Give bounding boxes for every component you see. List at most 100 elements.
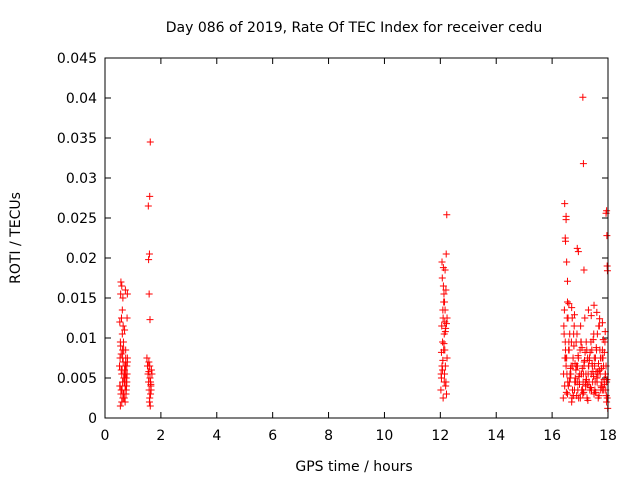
plot-frame [104, 57, 609, 419]
data-point [564, 382, 572, 390]
data-point [443, 211, 451, 219]
data-point [441, 306, 449, 314]
data-point [562, 216, 570, 224]
data-point [147, 390, 155, 398]
data-point [442, 250, 450, 258]
data-point [145, 398, 153, 406]
data-point [119, 394, 127, 402]
data-point [121, 374, 129, 382]
data-point [439, 356, 447, 364]
data-point [440, 340, 448, 348]
data-point [117, 350, 125, 358]
y-tick-label: 0.02 [66, 251, 97, 267]
data-point [439, 282, 447, 290]
data-point [580, 266, 588, 274]
data-point [441, 362, 449, 370]
data-point [590, 390, 598, 398]
data-point [116, 382, 124, 390]
data-point [584, 306, 592, 314]
data-point [584, 370, 592, 378]
data-point [565, 300, 573, 308]
data-point [561, 338, 569, 346]
y-tick-label: 0.04 [66, 91, 97, 107]
data-point [573, 330, 581, 338]
x-tick-label: 6 [268, 428, 277, 444]
data-point [118, 386, 126, 394]
data-point [568, 304, 576, 312]
data-point [116, 402, 124, 410]
data-point [123, 358, 131, 366]
data-point [563, 258, 571, 266]
data-point [576, 394, 584, 402]
data-point [118, 306, 126, 314]
y-tick-label: 0.015 [57, 291, 97, 307]
data-point [572, 378, 580, 386]
data-point [570, 311, 578, 319]
data-point [598, 319, 606, 327]
data-point [439, 394, 447, 402]
data-point [578, 344, 586, 352]
data-point [577, 338, 585, 346]
y-tick-label: 0.005 [57, 371, 97, 387]
data-point [600, 348, 608, 356]
data-point [438, 322, 446, 330]
data-point [145, 368, 153, 376]
x-tick-label: 2 [156, 428, 165, 444]
data-point [590, 301, 598, 309]
data-point [574, 354, 582, 362]
data-point [569, 392, 577, 400]
x-tick-label: 0 [101, 428, 110, 444]
data-point [588, 362, 596, 370]
data-point [118, 330, 126, 338]
y-tick-label: 0.03 [66, 171, 97, 187]
data-point [563, 277, 571, 285]
data-point [593, 308, 601, 316]
data-point [602, 392, 610, 400]
data-point [119, 346, 127, 354]
data-point [119, 322, 127, 330]
data-point [603, 232, 611, 240]
data-point [146, 374, 154, 382]
data-point [120, 390, 128, 398]
data-point [565, 346, 573, 354]
data-point [570, 342, 578, 350]
data-point [586, 354, 594, 362]
data-point [147, 380, 155, 388]
data-point [562, 354, 570, 362]
data-point [438, 274, 446, 282]
data-point [595, 322, 603, 330]
x-tick-label: 12 [431, 428, 449, 444]
data-point [573, 244, 581, 252]
data-point [600, 362, 608, 370]
data-point [603, 378, 611, 386]
data-point [579, 160, 587, 168]
x-tick-label: 8 [324, 428, 333, 444]
data-point [577, 322, 585, 330]
data-point [564, 378, 572, 386]
y-axis-label: ROTI / TECUs [8, 192, 24, 284]
data-point [560, 330, 568, 338]
data-point [581, 356, 589, 364]
data-point [442, 320, 450, 328]
data-point [581, 314, 589, 322]
data-point [567, 338, 575, 346]
data-point [116, 354, 124, 362]
data-point [579, 386, 587, 394]
data-point [584, 396, 592, 404]
data-point [566, 370, 574, 378]
data-point [569, 362, 577, 370]
axis-ticks: 0 2 4 6 8 10 12 14 16 18 0 0.005 0.01 0.015 0.02 0.025 0… [57, 51, 617, 444]
data-point [117, 290, 125, 298]
data-point [581, 378, 589, 386]
data-point [145, 290, 153, 298]
data-point [576, 370, 584, 378]
data-point [601, 338, 609, 346]
data-point [146, 316, 154, 324]
y-tick-label: 0.025 [57, 211, 97, 227]
data-point [145, 250, 153, 258]
data-point [562, 388, 570, 396]
data-point [117, 342, 125, 350]
data-point [117, 278, 125, 286]
data-point [121, 398, 129, 406]
